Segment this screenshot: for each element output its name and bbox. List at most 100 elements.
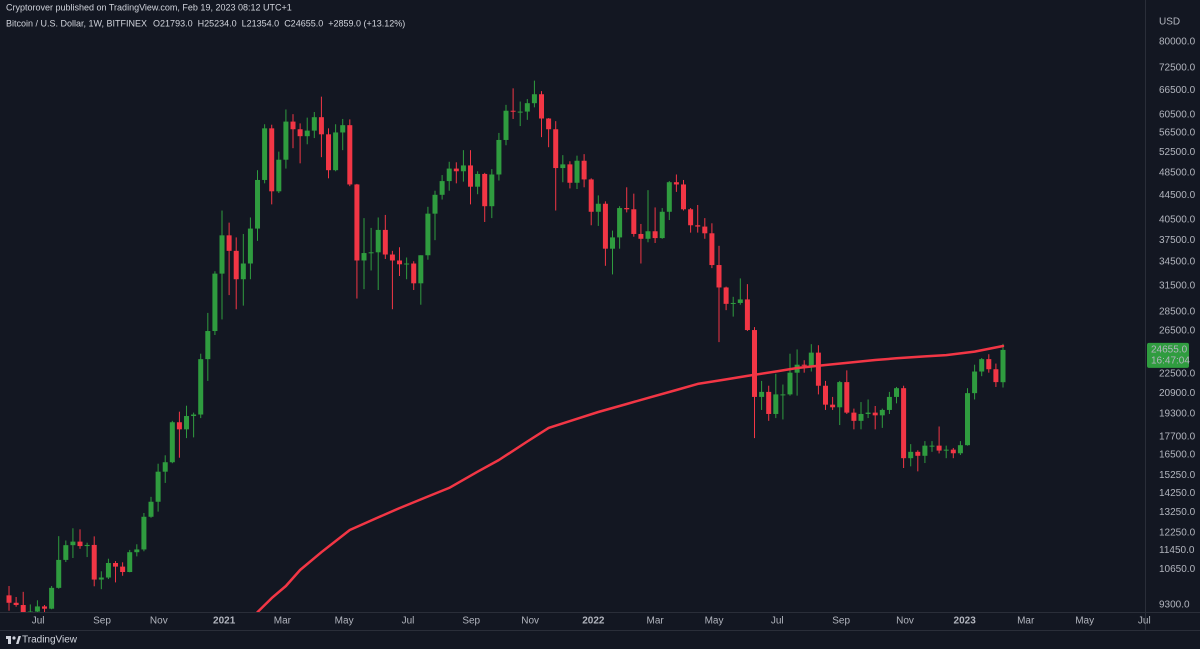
candle-body: [56, 559, 62, 588]
candle-body: [872, 412, 878, 416]
candle-body: [652, 231, 658, 239]
candle-body: [716, 265, 722, 288]
candle-body: [581, 160, 587, 180]
overlay: 24655.016:47:04: [1147, 342, 1190, 368]
candle-body: [574, 160, 580, 183]
candle-body: [936, 445, 942, 451]
logo-part: [8, 636, 11, 644]
y-tick-label: 66500.0: [1159, 85, 1196, 96]
candle-body: [695, 225, 701, 227]
ohlc-value: C24655.0: [284, 18, 323, 28]
candle-body: [908, 451, 914, 459]
x-tick-label: Jul: [402, 616, 415, 627]
ohlc-value: H25234.0: [198, 18, 237, 28]
candle-body: [759, 391, 765, 397]
candle-body: [645, 231, 651, 239]
bar-countdown: 16:47:04: [1151, 356, 1190, 367]
y-tick-label: 13250.0: [1159, 507, 1196, 518]
candle-body: [283, 121, 289, 160]
symbol-title: Bitcoin / U.S. Dollar, 1W, BITFINEX: [6, 18, 147, 28]
y-tick-label: 14250.0: [1159, 488, 1196, 499]
candle-body: [950, 449, 956, 454]
candle-body: [993, 369, 999, 383]
currency-label: USD: [1159, 17, 1180, 28]
candle-body: [773, 394, 779, 414]
candle-body: [382, 229, 388, 255]
candle-body: [141, 516, 147, 550]
last-price-label: 24655.0: [1151, 345, 1188, 356]
candle-body: [631, 209, 637, 234]
candle-body: [105, 562, 111, 578]
y-tick-label: 34500.0: [1159, 257, 1196, 268]
x-tick-label: Mar: [1017, 616, 1035, 627]
candle-body: [49, 587, 55, 609]
moving-average-line: [256, 344, 1005, 612]
candle-body: [425, 213, 431, 256]
candle-body: [13, 602, 19, 606]
candle-body: [602, 203, 608, 249]
candle-body: [737, 299, 743, 303]
candle-body: [858, 413, 864, 421]
y-tick-label: 72500.0: [1159, 62, 1196, 73]
candle-body: [27, 611, 33, 612]
y-tick-label: 56500.0: [1159, 128, 1196, 139]
y-tick-label: 37500.0: [1159, 235, 1196, 246]
candle-body: [262, 128, 268, 180]
x-tick-label: Mar: [646, 616, 664, 627]
y-tick-label: 17700.0: [1159, 431, 1196, 442]
candle-body: [290, 121, 296, 130]
logo-part: [16, 636, 21, 644]
x-tick-label: May: [335, 616, 354, 627]
candle-body: [894, 388, 900, 397]
candle-body: [766, 391, 772, 414]
candle-body: [233, 250, 239, 280]
candle-body: [972, 371, 978, 394]
candle-body: [638, 233, 644, 239]
candle-body: [929, 445, 935, 447]
y-tick-label: 28500.0: [1159, 307, 1196, 318]
candle-body: [120, 566, 126, 573]
candle-body: [901, 388, 907, 459]
candle-body: [148, 501, 154, 517]
y-tick-label: 15250.0: [1159, 470, 1196, 481]
candle-body: [475, 173, 481, 187]
x-tick-label: Jul: [771, 616, 784, 627]
candle-body: [865, 412, 871, 414]
candle-body: [255, 179, 261, 229]
y-tick-label: 40500.0: [1159, 215, 1196, 226]
candle-body: [333, 132, 339, 171]
candle-body: [986, 359, 992, 370]
candle-body: [439, 181, 445, 195]
candle-body: [815, 352, 821, 386]
published-note: Cryptorover published on TradingView.com…: [6, 2, 292, 12]
plot-area: [6, 80, 1006, 612]
candle-body: [347, 125, 353, 185]
x-tick-label: 2022: [582, 616, 605, 627]
candle-body: [169, 422, 175, 463]
candle-body: [844, 382, 850, 413]
candle-body: [666, 182, 672, 212]
ohlc-value: O21793.0: [153, 18, 193, 28]
x-tick-label: Sep: [462, 616, 480, 627]
candle-body: [553, 129, 559, 169]
ohlc-value: L21354.0: [242, 18, 280, 28]
candle-body: [63, 545, 69, 560]
candle-body: [496, 139, 502, 175]
y-tick-label: 22500.0: [1159, 368, 1196, 379]
x-tick-label: Sep: [832, 616, 850, 627]
candle-body: [886, 396, 892, 410]
candle-body: [915, 451, 921, 456]
candle-body: [808, 352, 814, 366]
candle-body: [617, 208, 623, 238]
y-tick-label: 31500.0: [1159, 280, 1196, 291]
candle-body: [354, 184, 360, 261]
candle-body: [113, 562, 119, 567]
candle-body: [688, 209, 694, 226]
candle-body: [879, 409, 885, 416]
candle-body: [567, 164, 573, 183]
candle-body: [524, 103, 530, 112]
candle-body: [269, 128, 275, 192]
candle-body: [191, 414, 197, 417]
